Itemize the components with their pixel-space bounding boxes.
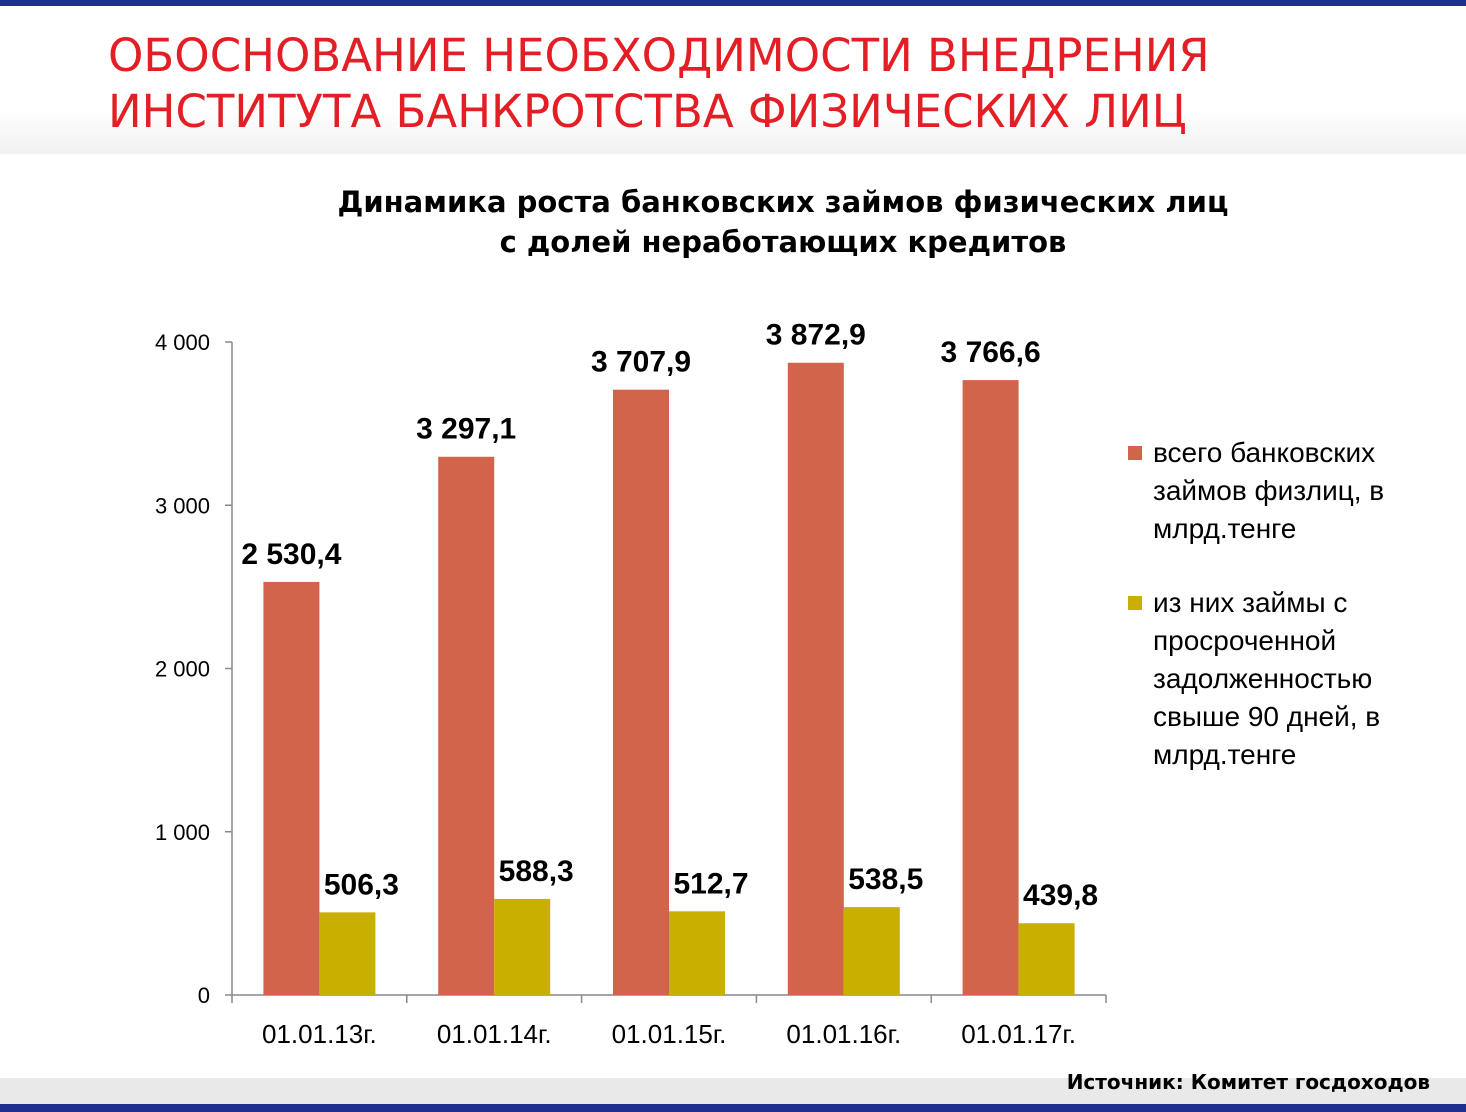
y-tick-label: 0 <box>198 983 210 1008</box>
legend-label-line: млрд.тенге <box>1153 739 1297 770</box>
bar-overdue-loans <box>494 898 551 995</box>
y-tick-label: 2 000 <box>155 657 210 682</box>
chart-title-line-1: Динамика роста банковских займов физичес… <box>337 185 1229 219</box>
x-tick-label: 01.01.14г. <box>437 1019 552 1049</box>
legend: всего банковских займов физлиц, в млрд.т… <box>1128 434 1458 774</box>
data-label-overdue-loans: 512,7 <box>673 867 748 900</box>
x-tick-label: 01.01.13г. <box>262 1019 377 1049</box>
legend-label-line: из них займы с <box>1153 587 1348 618</box>
bar-overdue-loans <box>1018 923 1075 995</box>
chart-title: Динамика роста банковских займов физичес… <box>233 182 1333 262</box>
bar-overdue-loans <box>319 912 376 995</box>
data-label-overdue-loans: 538,5 <box>848 863 923 896</box>
data-label-total-loans: 3 766,6 <box>941 336 1041 369</box>
data-label-total-loans: 3 297,1 <box>416 413 516 446</box>
data-label-total-loans: 3 872,9 <box>766 319 866 352</box>
legend-label-line: млрд.тенге <box>1153 513 1297 544</box>
bar-overdue-loans <box>843 907 900 995</box>
legend-label-line: займов физлиц, в <box>1153 475 1385 506</box>
y-tick-label: 4 000 <box>155 330 210 355</box>
data-label-overdue-loans: 506,3 <box>324 868 399 901</box>
source-note: Источник: Комитет госдоходов <box>1066 1070 1430 1094</box>
slide-title-line-1: ОБОСНОВАНИЕ НЕОБХОДИМОСТИ ВНЕДРЕНИЯ <box>108 29 1210 82</box>
legend-label-line: задолженностью <box>1153 663 1373 694</box>
y-tick-label: 1 000 <box>155 820 210 845</box>
x-tick-label: 01.01.17г. <box>961 1019 1076 1049</box>
x-tick-label: 01.01.16г. <box>786 1019 901 1049</box>
top-accent-bar <box>0 0 1466 6</box>
legend-label-line: всего банковских <box>1153 437 1376 468</box>
bar-total-loans <box>263 581 320 995</box>
legend-swatch-total-loans <box>1128 446 1142 460</box>
legend-label-line: просроченной <box>1153 625 1337 656</box>
bar-total-loans <box>613 389 669 996</box>
legend-label-line: свыше 90 дней, в <box>1153 701 1381 732</box>
data-label-overdue-loans: 588,3 <box>499 855 574 888</box>
bar-total-loans <box>962 380 1019 995</box>
slide-title: ОБОСНОВАНИЕ НЕОБХОДИМОСТИ ВНЕДРЕНИЯ ИНСТ… <box>108 28 1408 140</box>
header-band <box>0 6 1466 154</box>
y-tick-label: 3 000 <box>155 493 210 518</box>
bar-total-loans <box>438 456 495 995</box>
slide-title-line-2: ИНСТИТУТА БАНКРОТСТВА ФИЗИЧЕСКИХ ЛИЦ <box>108 85 1187 138</box>
data-label-total-loans: 3 707,9 <box>591 346 691 379</box>
bottom-accent-bar <box>0 1104 1466 1112</box>
legend-item-overdue-loans: из них займы с просроченной задолженност… <box>1128 584 1458 774</box>
bar-overdue-loans <box>669 911 725 995</box>
chart-title-line-2: с долей неработающих кредитов <box>499 225 1067 259</box>
bar-total-loans <box>787 362 844 995</box>
x-tick-label: 01.01.15г. <box>612 1019 727 1049</box>
footer-band <box>0 1078 1466 1104</box>
legend-swatch-overdue-loans <box>1128 596 1142 610</box>
legend-item-total-loans: всего банковских займов физлиц, в млрд.т… <box>1128 434 1458 548</box>
data-label-overdue-loans: 439,8 <box>1023 879 1098 912</box>
data-label-total-loans: 2 530,4 <box>241 538 341 571</box>
